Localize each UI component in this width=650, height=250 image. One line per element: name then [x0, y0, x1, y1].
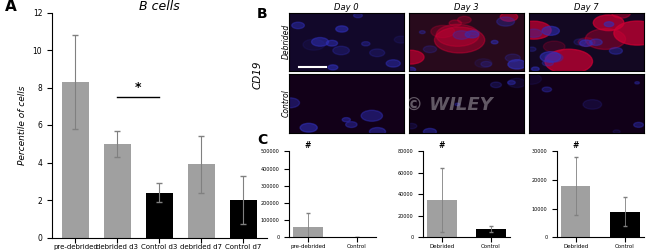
Title: Day 0: Day 0	[334, 4, 359, 13]
Circle shape	[526, 29, 542, 38]
Circle shape	[545, 53, 563, 62]
Text: CD19: CD19	[252, 61, 262, 89]
Y-axis label: Debrided: Debrided	[282, 24, 291, 60]
Circle shape	[395, 36, 408, 43]
Circle shape	[354, 13, 362, 18]
Circle shape	[346, 122, 357, 128]
Circle shape	[543, 41, 565, 52]
Bar	[104, 144, 131, 238]
Circle shape	[434, 27, 485, 53]
Circle shape	[292, 22, 304, 29]
Circle shape	[406, 124, 417, 129]
Text: A: A	[5, 0, 16, 14]
Circle shape	[361, 110, 382, 121]
Circle shape	[423, 128, 436, 135]
Circle shape	[508, 80, 515, 84]
Circle shape	[542, 26, 560, 35]
Title: Day 7: Day 7	[574, 4, 599, 13]
Circle shape	[585, 29, 625, 50]
Circle shape	[361, 42, 370, 46]
Text: © WILEY: © WILEY	[405, 96, 492, 114]
Circle shape	[370, 49, 385, 57]
Bar	[427, 200, 456, 237]
Text: *: *	[135, 81, 142, 94]
Circle shape	[491, 40, 498, 44]
Circle shape	[545, 49, 593, 74]
Circle shape	[449, 20, 462, 26]
Title: Day 3: Day 3	[454, 4, 479, 13]
Circle shape	[465, 31, 479, 38]
Title: B cells: B cells	[139, 0, 179, 12]
Text: #: #	[439, 141, 445, 150]
Bar	[610, 212, 640, 238]
Bar	[146, 192, 173, 238]
Text: B: B	[257, 8, 267, 22]
Circle shape	[303, 39, 324, 50]
Circle shape	[423, 46, 437, 53]
Circle shape	[333, 46, 350, 55]
Circle shape	[505, 54, 520, 62]
Circle shape	[326, 40, 337, 46]
Circle shape	[500, 12, 517, 21]
Circle shape	[475, 59, 492, 68]
Bar	[188, 164, 215, 238]
Circle shape	[280, 98, 300, 108]
Circle shape	[542, 60, 553, 66]
Circle shape	[311, 38, 328, 46]
Circle shape	[609, 48, 623, 54]
Circle shape	[328, 65, 338, 70]
Circle shape	[342, 118, 350, 122]
Circle shape	[578, 38, 595, 46]
Circle shape	[521, 74, 541, 84]
Circle shape	[397, 50, 424, 64]
Circle shape	[540, 52, 561, 62]
Circle shape	[300, 123, 317, 132]
Circle shape	[386, 60, 400, 67]
Circle shape	[453, 31, 470, 39]
Circle shape	[574, 39, 586, 45]
Circle shape	[508, 60, 526, 69]
Y-axis label: Percentile of cells: Percentile of cells	[18, 85, 27, 165]
Bar	[476, 229, 506, 237]
Circle shape	[469, 30, 479, 35]
Circle shape	[369, 128, 385, 136]
Circle shape	[491, 82, 501, 88]
Circle shape	[614, 21, 650, 45]
Bar	[561, 186, 590, 238]
Circle shape	[604, 22, 614, 26]
Circle shape	[481, 61, 491, 67]
Circle shape	[497, 17, 515, 26]
Text: #: #	[573, 141, 579, 150]
Circle shape	[419, 31, 425, 34]
Y-axis label: Control: Control	[282, 90, 291, 118]
Circle shape	[458, 16, 471, 23]
Circle shape	[635, 82, 640, 84]
Circle shape	[455, 103, 460, 106]
Circle shape	[634, 122, 644, 127]
Circle shape	[583, 100, 602, 109]
Bar	[62, 82, 89, 237]
Text: C: C	[257, 132, 267, 146]
Circle shape	[532, 67, 539, 71]
Circle shape	[508, 78, 526, 88]
Circle shape	[406, 67, 415, 72]
Text: #: #	[305, 141, 311, 150]
Circle shape	[516, 21, 551, 39]
Bar	[293, 227, 323, 237]
Circle shape	[336, 26, 348, 32]
Circle shape	[528, 47, 536, 51]
Circle shape	[613, 130, 620, 134]
Bar	[229, 200, 257, 237]
Circle shape	[612, 9, 630, 18]
Circle shape	[431, 26, 454, 38]
Circle shape	[590, 39, 602, 46]
Bar	[343, 237, 372, 238]
Circle shape	[593, 15, 624, 31]
Circle shape	[436, 24, 479, 46]
Circle shape	[542, 87, 552, 92]
Circle shape	[580, 40, 592, 46]
